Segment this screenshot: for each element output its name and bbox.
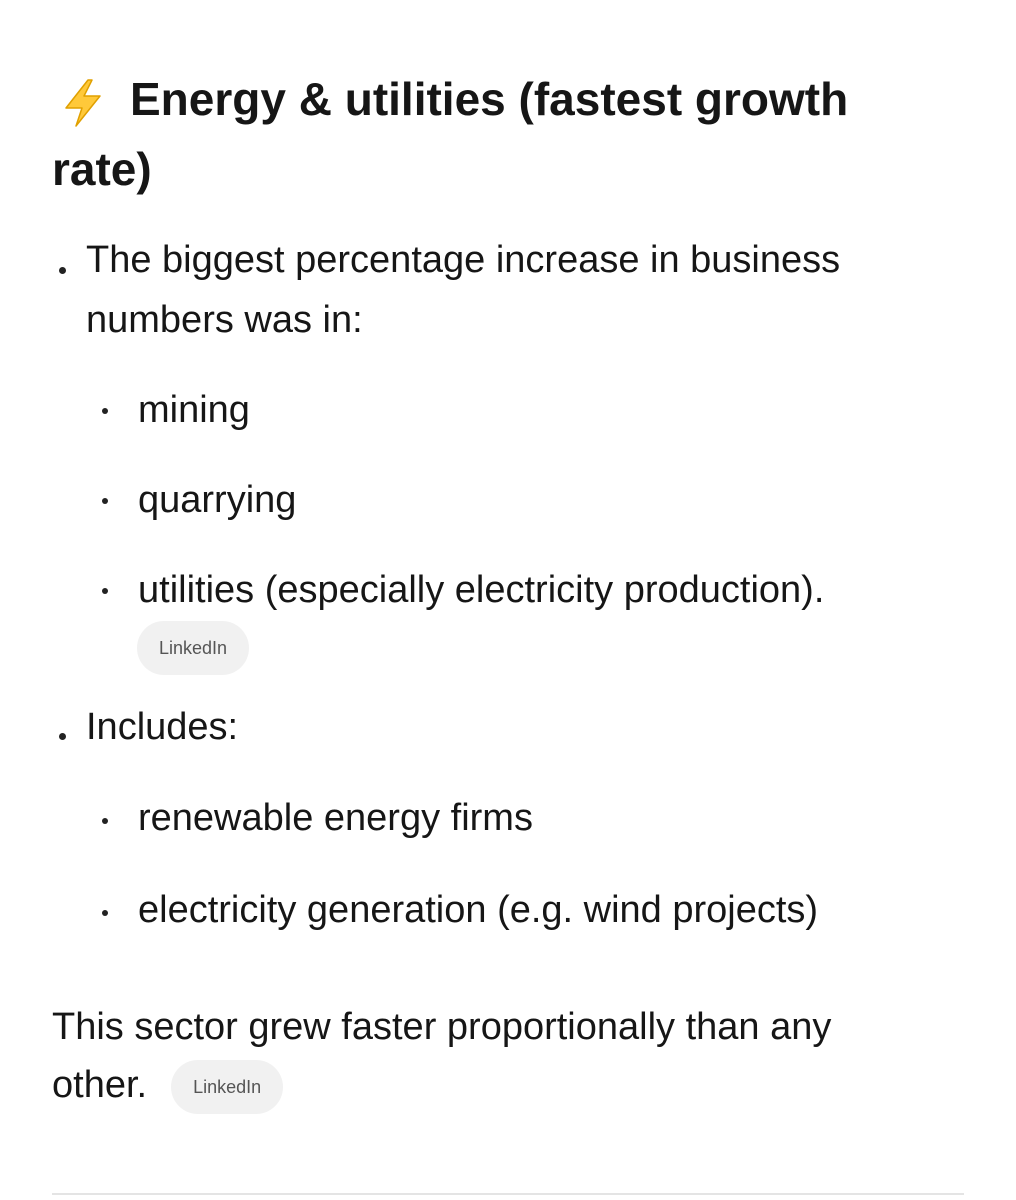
sub-item: utilities (especially electricity produc… [138, 569, 825, 611]
bullet [102, 910, 108, 916]
bullet [59, 733, 66, 740]
list-item: The biggest percentage increase in busin… [86, 239, 841, 341]
bullet [59, 267, 66, 274]
sub-item: quarrying [138, 479, 297, 521]
bullet [102, 588, 108, 594]
paragraph-text: This sector grew faster proportionally t… [52, 1006, 832, 1106]
paragraph: This sector grew faster proportionally t… [52, 998, 922, 1114]
bullet [102, 498, 108, 504]
source-chip[interactable]: LinkedIn [137, 621, 250, 675]
list-item: Includes: [86, 706, 239, 748]
divider [52, 1193, 964, 1195]
source-chip[interactable]: LinkedIn [171, 1059, 284, 1114]
heading: Energy & utilities (fastest growth rate) [52, 73, 849, 195]
bullet [102, 408, 108, 414]
bullet [102, 818, 108, 824]
sub-item: electricity generation (e.g. wind projec… [138, 889, 819, 931]
lightning-icon [65, 79, 101, 127]
sub-item: mining [138, 389, 250, 431]
sub-item: renewable energy firms [138, 797, 533, 839]
